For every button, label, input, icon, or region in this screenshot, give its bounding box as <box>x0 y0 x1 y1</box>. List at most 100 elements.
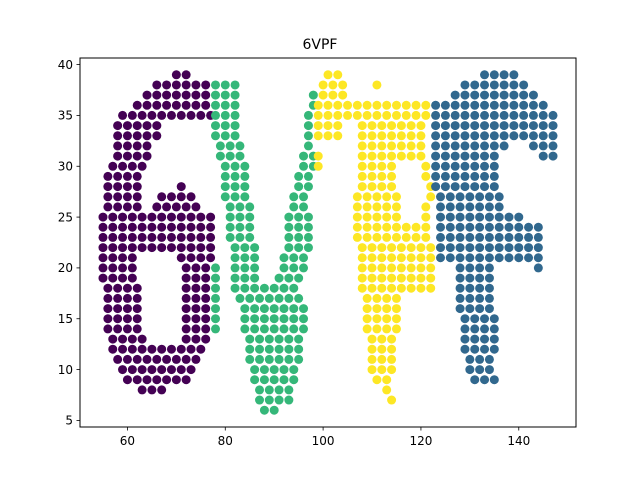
data-point <box>279 314 289 324</box>
data-point <box>377 334 387 344</box>
data-point <box>431 161 441 171</box>
data-point <box>494 202 504 212</box>
data-point <box>269 324 279 334</box>
data-point <box>338 90 348 100</box>
data-point <box>113 293 123 303</box>
data-point <box>548 121 558 131</box>
data-point <box>431 171 441 181</box>
data-point <box>230 100 240 110</box>
data-point <box>289 202 299 212</box>
data-point <box>489 161 499 171</box>
data-point <box>259 304 269 314</box>
y-tick-label: 5 <box>65 414 73 428</box>
data-point <box>323 121 333 131</box>
data-point <box>387 283 397 293</box>
data-point <box>103 202 113 212</box>
data-point <box>372 232 382 242</box>
data-point <box>426 273 436 283</box>
data-point <box>181 273 191 283</box>
data-point <box>215 141 225 151</box>
data-point <box>460 171 470 181</box>
data-point <box>152 202 162 212</box>
data-point <box>225 141 235 151</box>
data-point <box>108 222 118 232</box>
data-point <box>289 365 299 375</box>
data-point <box>186 192 196 202</box>
data-point <box>460 141 470 151</box>
data-point <box>303 232 313 242</box>
data-point <box>122 182 132 192</box>
data-point <box>201 314 211 324</box>
data-point <box>118 243 128 253</box>
data-point <box>387 171 397 181</box>
data-point <box>166 365 176 375</box>
data-point <box>484 263 494 273</box>
data-point <box>470 100 480 110</box>
data-point <box>186 222 196 232</box>
data-point <box>108 253 118 263</box>
data-point <box>396 273 406 283</box>
data-point <box>377 141 387 151</box>
data-point <box>387 273 397 283</box>
data-point <box>181 354 191 364</box>
data-point <box>274 293 284 303</box>
data-point <box>450 141 460 151</box>
data-point <box>211 273 220 283</box>
data-point <box>480 141 490 151</box>
data-point <box>303 243 313 253</box>
data-point <box>475 212 485 222</box>
x-tick-label: 60 <box>120 434 135 448</box>
data-point <box>416 273 426 283</box>
data-point <box>220 110 230 120</box>
data-point <box>450 90 460 100</box>
data-point <box>196 243 206 253</box>
data-point <box>460 344 470 354</box>
data-point <box>357 263 367 273</box>
data-point <box>122 151 132 161</box>
data-point <box>489 182 499 192</box>
data-point <box>372 293 382 303</box>
data-point <box>387 151 397 161</box>
data-point <box>450 182 460 192</box>
data-point <box>201 100 211 110</box>
data-point <box>528 100 538 110</box>
data-point <box>152 90 162 100</box>
data-point <box>352 222 362 232</box>
data-point <box>220 161 230 171</box>
data-point <box>445 192 455 202</box>
data-point <box>98 222 108 232</box>
data-point <box>303 182 313 192</box>
data-point <box>372 324 382 334</box>
data-point <box>387 121 397 131</box>
data-point <box>240 314 250 324</box>
data-point <box>465 192 475 202</box>
data-point <box>181 202 191 212</box>
data-point <box>436 222 445 232</box>
data-point <box>181 90 191 100</box>
data-point <box>470 324 480 334</box>
data-point <box>294 293 304 303</box>
y-axis: 5 10 15 20 25 30 35 40 <box>58 58 80 428</box>
data-point <box>367 131 377 141</box>
data-point <box>294 232 304 242</box>
data-point <box>230 192 240 202</box>
data-point <box>509 90 519 100</box>
data-point <box>137 110 147 120</box>
data-point <box>122 121 132 131</box>
data-point <box>98 263 108 273</box>
data-point <box>431 182 441 192</box>
data-point <box>240 283 250 293</box>
data-point <box>171 375 181 385</box>
data-point <box>284 385 294 395</box>
data-point <box>303 222 313 232</box>
data-point <box>122 293 132 303</box>
data-point <box>118 212 128 222</box>
data-point <box>538 121 548 131</box>
data-point <box>259 314 269 324</box>
data-point <box>489 131 499 141</box>
data-point <box>465 222 475 232</box>
data-point <box>108 232 118 242</box>
data-point <box>211 80 220 90</box>
data-point <box>181 304 191 314</box>
data-point <box>157 243 167 253</box>
